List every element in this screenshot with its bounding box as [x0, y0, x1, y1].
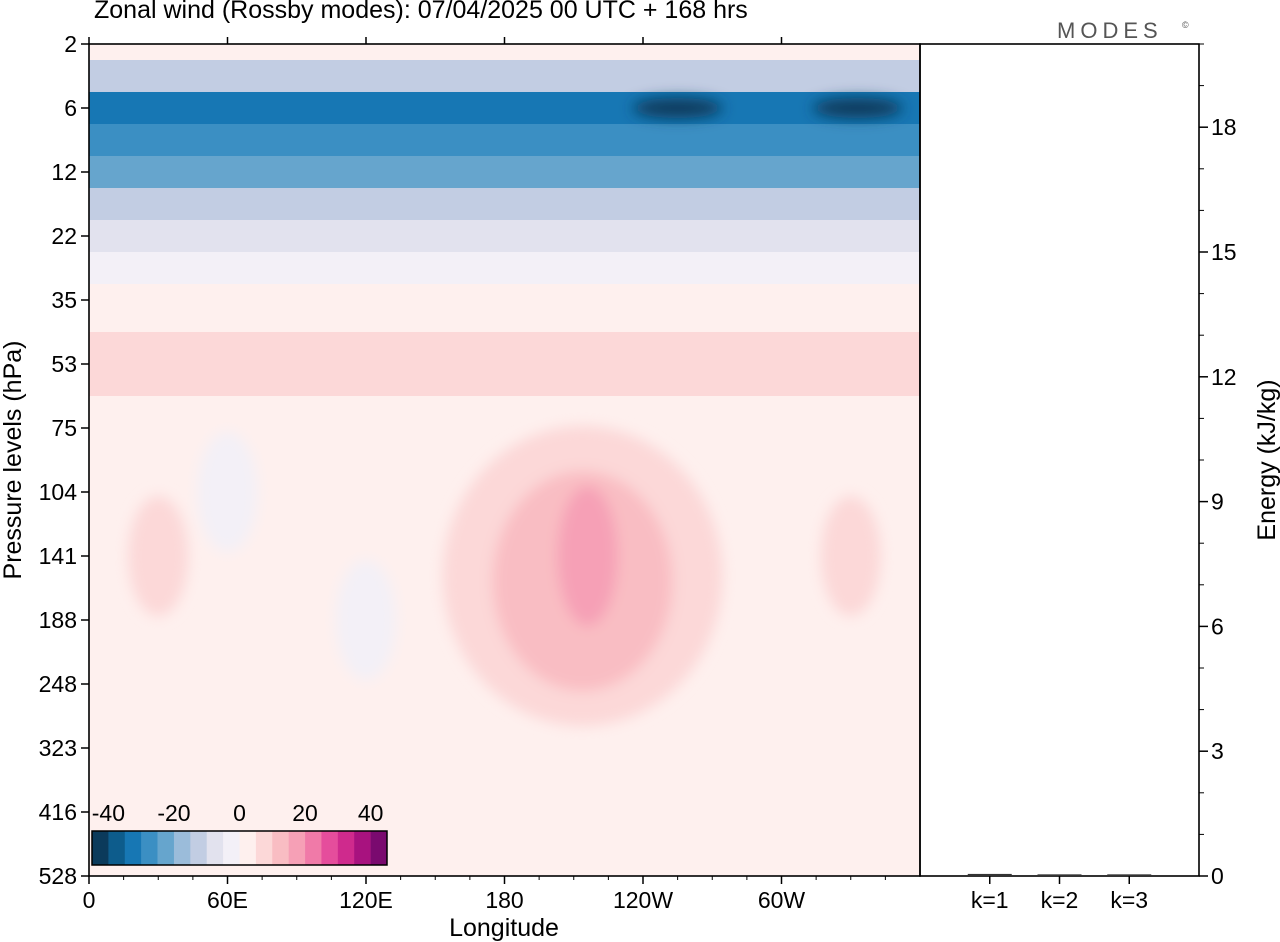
- colorbar-swatch: [190, 831, 208, 865]
- colorbar-tick-label: 20: [292, 800, 318, 826]
- colorbar-swatch: [223, 831, 240, 865]
- heatmap-band: [89, 332, 920, 396]
- energy-bar: [1107, 874, 1152, 876]
- colorbar-swatch: [354, 831, 371, 865]
- energy-tick-label: 9: [1211, 489, 1224, 515]
- colorbar-swatch: [173, 831, 191, 865]
- energy-bar-chart: 0 3 6 9 12 15 18 k=1 k=2 k=3: [967, 43, 1237, 913]
- heatmap-band: [89, 188, 920, 220]
- y-tick-label: 22: [51, 223, 77, 249]
- colorbar-tick-label: -40: [92, 800, 125, 826]
- colorbar-swatch: [305, 831, 322, 865]
- jet-core: [632, 98, 723, 118]
- heatmap-band: [89, 60, 920, 92]
- energy-tick-label: 3: [1211, 738, 1224, 764]
- x-axis-label: Longitude: [449, 914, 559, 942]
- colorbar-swatch: [157, 831, 175, 865]
- energy-tick-label: 18: [1211, 114, 1237, 140]
- chart-title: Zonal wind (Rossby modes): 07/04/2025 00…: [94, 0, 748, 24]
- easterly-pocket: [197, 432, 258, 552]
- x-tick-label: 60E: [207, 887, 248, 913]
- colorbar-swatch: [108, 831, 126, 865]
- x-tick-label: 60W: [758, 887, 806, 913]
- heatmap-band: [89, 156, 920, 188]
- y-tick-label: 12: [51, 159, 77, 185]
- x-tick-label: 120W: [613, 887, 673, 913]
- colorbar-tick-label: -20: [157, 800, 190, 826]
- heatmap-band: [89, 220, 920, 252]
- y-tick-label: 528: [39, 863, 77, 889]
- energy-bar: [967, 873, 1012, 876]
- westerly-pocket: [820, 496, 881, 616]
- heatmap-band: [89, 124, 920, 156]
- x-axis: 0 60E 120E 180 120W 60W: [83, 37, 886, 913]
- heatmap-band: [89, 92, 920, 124]
- energy-tick-label: 15: [1211, 239, 1237, 265]
- y-tick-label: 416: [39, 799, 77, 825]
- heatmap-band: [89, 284, 920, 332]
- energy-bar: [1037, 874, 1082, 876]
- y-tick-label: 53: [51, 351, 77, 377]
- copyright-mark: ©: [1182, 20, 1189, 30]
- y-tick-label: 323: [39, 735, 77, 761]
- energy-tick-label: 0: [1211, 863, 1224, 889]
- heatmap-band: [89, 252, 920, 284]
- y-tick-label: 2: [64, 31, 77, 57]
- colorbar-swatch: [337, 831, 355, 865]
- heatmap-band: [89, 44, 920, 60]
- colorbar-swatch: [141, 831, 158, 865]
- colorbar: -40 -20 0 20 40: [91, 800, 388, 866]
- westerly-pocket: [128, 496, 189, 616]
- y-tick-label: 6: [64, 95, 77, 121]
- colorbar-swatch: [288, 831, 306, 865]
- easterly-pocket: [336, 560, 396, 680]
- y-tick-label: 188: [39, 607, 77, 633]
- x-tick-label: 180: [485, 887, 523, 913]
- colorbar-swatch: [321, 831, 339, 865]
- y-tick-label: 248: [39, 671, 77, 697]
- y-tick-label: 104: [39, 479, 78, 505]
- y-tick-label: 141: [39, 543, 77, 569]
- colorbar-swatch: [255, 831, 273, 865]
- colorbar-frame: [91, 830, 388, 866]
- y-axis: 2 6 12 22 35 53 75 104 141 188 248 323 416 528: [39, 31, 89, 889]
- jet-core: [812, 98, 903, 118]
- y-tick-label: 75: [51, 415, 77, 441]
- wind-maximum: [557, 486, 618, 626]
- x-tick-label: 120E: [339, 887, 393, 913]
- colorbar-swatch: [92, 831, 109, 865]
- colorbar-tick-label: 0: [233, 800, 246, 826]
- colorbar-swatch: [272, 831, 289, 865]
- energy-category-label: k=1: [971, 887, 1009, 913]
- energy-panel-frame: [919, 43, 1200, 877]
- energy-category-label: k=3: [1110, 887, 1148, 913]
- colorbar-tick-label: 40: [358, 800, 384, 826]
- y-axis-label: Pressure levels (hPa): [0, 341, 27, 580]
- energy-tick-label: 6: [1211, 613, 1224, 639]
- colorbar-swatch: [370, 831, 388, 865]
- colorbar-swatch: [206, 831, 224, 865]
- heatmap-band: [89, 716, 920, 780]
- brand-logo: MODES: [1057, 18, 1163, 43]
- y-tick-label: 35: [51, 287, 77, 313]
- energy-tick-label: 12: [1211, 364, 1237, 390]
- colorbar-swatch: [239, 831, 257, 865]
- colorbar-swatch: [124, 831, 142, 865]
- energy-category-label: k=2: [1041, 887, 1079, 913]
- energy-axis-label: Energy (kJ/kg): [1253, 379, 1280, 540]
- x-tick-label: 0: [83, 887, 96, 913]
- zonal-wind-heatmap: [89, 44, 920, 876]
